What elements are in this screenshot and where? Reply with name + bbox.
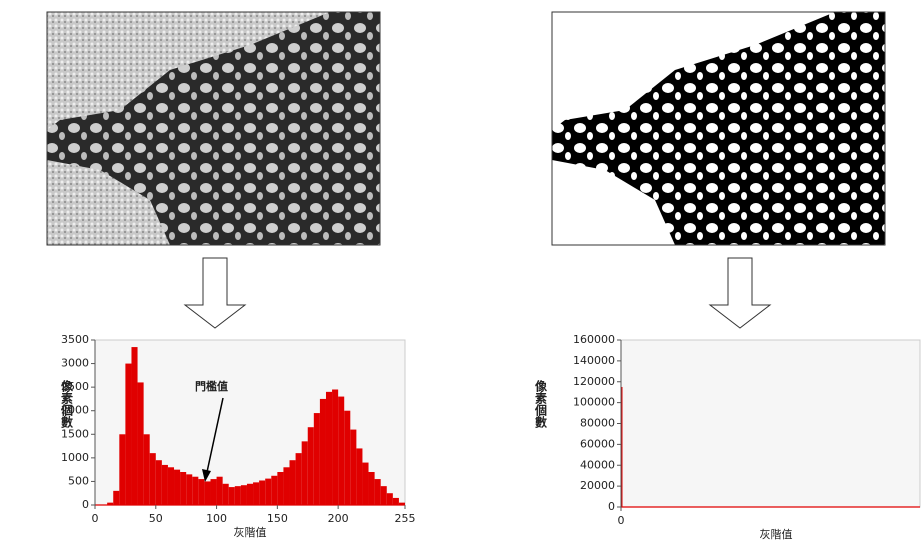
histogram-bar (326, 392, 332, 505)
x-tick-label: 255 (395, 512, 416, 525)
y-tick-label: 140000 (573, 354, 615, 367)
x-tick-label: 0 (92, 512, 99, 525)
y-axis-label: 像素個數 (60, 379, 74, 429)
histogram-bar (265, 479, 271, 505)
histogram-bar (138, 382, 144, 505)
histogram-bar (186, 474, 192, 505)
y-tick-label: 3500 (61, 333, 89, 346)
y-tick-label: 0 (608, 500, 615, 513)
histogram-bar (156, 460, 162, 505)
histogram-bar (131, 347, 137, 505)
histogram-bar (210, 479, 216, 505)
y-axis-label: 像素個數 (534, 379, 548, 429)
arrow (185, 258, 245, 328)
histogram-bar (180, 472, 186, 505)
histogram-bar (314, 413, 320, 505)
histogram-bar (344, 411, 350, 505)
histogram-bar (119, 434, 125, 505)
histogram-bar (113, 491, 119, 505)
histogram-bar (375, 479, 381, 505)
histogram-bar (290, 460, 296, 505)
y-tick-label: 500 (68, 474, 89, 487)
y-tick-label: 120000 (573, 375, 615, 388)
histogram-bar (362, 463, 368, 505)
original-image (47, 12, 380, 245)
x-tick-label: 200 (328, 512, 349, 525)
histogram-bar (174, 470, 180, 505)
histogram-bar (277, 472, 283, 505)
histogram-bar (338, 397, 344, 505)
annotation: 門檻值 (195, 379, 228, 393)
histogram-bar (150, 453, 156, 505)
histogram-bar (393, 498, 399, 505)
histogram-bar (192, 477, 198, 505)
x-tick-label: 50 (149, 512, 163, 525)
histogram-bar (320, 399, 326, 505)
y-tick-label: 1500 (61, 427, 89, 440)
plot-area (621, 340, 920, 507)
histogram-bar (235, 486, 241, 505)
histogram-bar (241, 485, 247, 505)
histogram-bar (125, 364, 131, 505)
histogram-bar (162, 465, 168, 505)
histogram-bar (223, 484, 229, 505)
y-tick-label: 80000 (580, 417, 615, 430)
y-tick-label: 3000 (61, 357, 89, 370)
y-tick-label: 1000 (61, 451, 89, 464)
histogram-bar (296, 453, 302, 505)
histogram-bar (387, 493, 393, 505)
x-tick-label: 100 (206, 512, 227, 525)
x-axis-label: 灰階值 (760, 527, 793, 540)
histogram-bar (356, 448, 362, 505)
histogram-bar (204, 481, 210, 505)
y-tick-label: 100000 (573, 396, 615, 409)
histogram-bar (332, 390, 338, 506)
histogram-bar (217, 477, 223, 505)
histogram-bar (308, 427, 314, 505)
histogram-bar (144, 434, 150, 505)
histogram-bar (229, 487, 235, 505)
x-tick-label: 150 (267, 512, 288, 525)
arrow (710, 258, 770, 328)
y-tick-label: 60000 (580, 437, 615, 450)
histogram-bar (168, 467, 174, 505)
histogram-bar (283, 467, 289, 505)
figure: 0500100015002000250030003500050100150200… (0, 0, 923, 540)
histogram-bar (253, 482, 259, 505)
histogram-bar (271, 476, 277, 505)
histogram-bar (247, 484, 253, 505)
x-axis-label: 灰階值 (234, 525, 267, 539)
histogram-bar (259, 480, 265, 505)
y-tick-label: 40000 (580, 458, 615, 471)
histogram-bar (381, 486, 387, 505)
histogram-bar (369, 472, 375, 505)
x-tick-label: 0 (618, 514, 625, 527)
histogram-bar (302, 441, 308, 505)
histogram-bar (350, 430, 356, 505)
binary-image (552, 12, 885, 245)
y-tick-label: 0 (82, 498, 89, 511)
histogram-bar (198, 479, 204, 505)
y-tick-label: 160000 (573, 333, 615, 346)
y-tick-label: 20000 (580, 479, 615, 492)
